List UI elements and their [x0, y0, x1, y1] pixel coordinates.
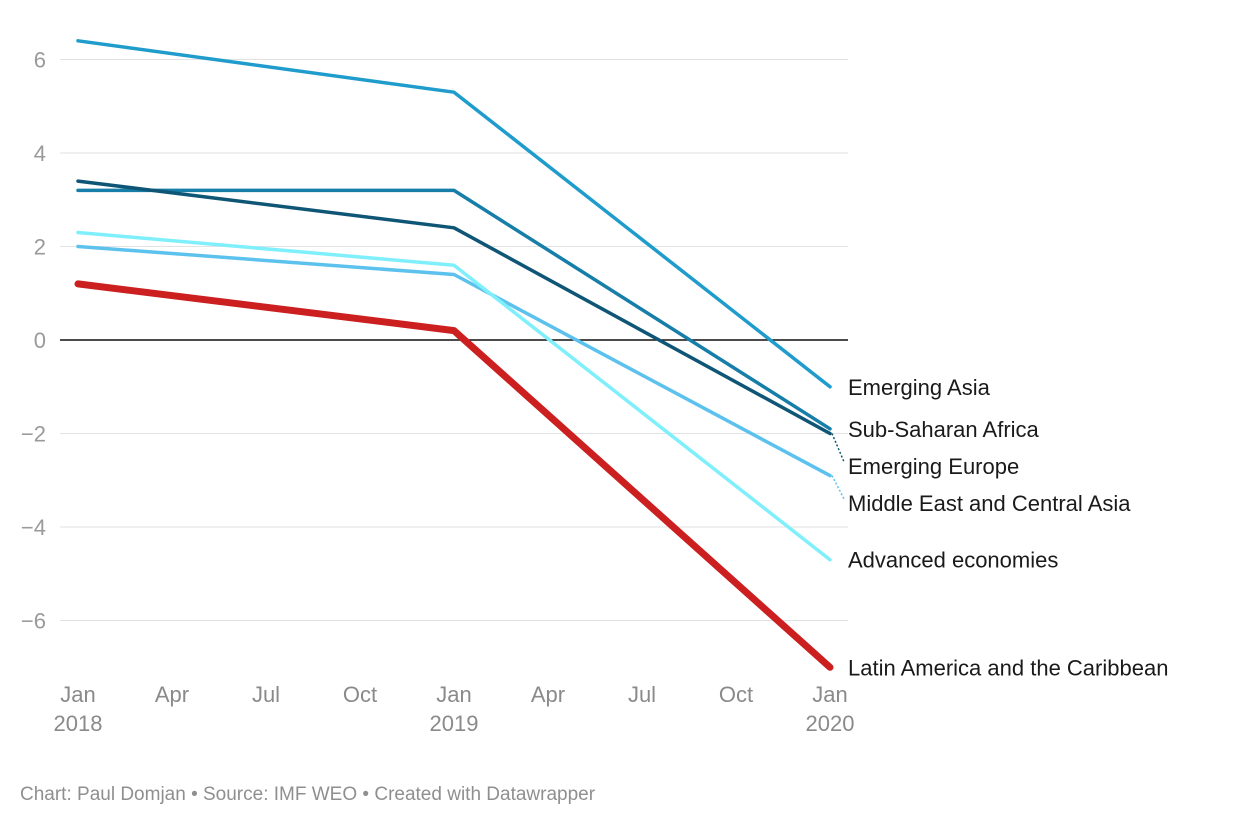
y-tick-label: 2: [34, 235, 46, 260]
y-axis-ticks: 6 4 2 0 −2 −4 −6: [21, 48, 46, 634]
x-axis-ticks: Jan 2018 Apr Jul Oct Jan 2019 Apr Jul Oct Jan 2020: [54, 682, 855, 736]
x-tick-label: Apr: [155, 682, 189, 707]
series-lines: [74, 39, 834, 671]
series-label-emerging-asia: Emerging Asia: [848, 375, 991, 400]
series-line-emerging-europe: [76, 179, 832, 436]
x-tick-year-label: 2020: [806, 711, 855, 736]
series-label-latin-america-and-the-caribbean: Latin America and the Caribbean: [848, 655, 1168, 680]
x-tick-label: Oct: [719, 682, 753, 707]
series-label-advanced-economies: Advanced economies: [848, 548, 1058, 573]
label-connector-emerging-europe: [831, 433, 845, 463]
x-tick-label: Jan: [436, 682, 471, 707]
x-tick-year-label: 2019: [430, 711, 479, 736]
series-line-advanced-economies: [76, 230, 832, 562]
y-tick-label: −6: [21, 609, 46, 634]
chart-footer: Chart: Paul Domjan • Source: IMF WEO • C…: [20, 784, 596, 805]
line-chart: 6 4 2 0 −2 −4 −6 Jan 2018 Apr Jul Oct Jan 2019 Apr Jul…: [21, 39, 1168, 736]
y-tick-label: 4: [34, 141, 46, 166]
series-line-emerging-asia: [76, 39, 832, 389]
y-tick-label: 6: [34, 48, 46, 73]
x-tick-label: Jul: [628, 682, 656, 707]
series-label-emerging-europe: Emerging Europe: [848, 454, 1019, 479]
x-tick-label: Oct: [343, 682, 377, 707]
series-label-sub-saharan-africa: Sub-Saharan Africa: [848, 417, 1040, 442]
series-label-middle-east-and-central-asia: Middle East and Central Asia: [848, 491, 1131, 516]
x-tick-label: Jul: [252, 682, 280, 707]
series-line-sub-saharan-africa: [76, 188, 832, 431]
y-tick-label: −4: [21, 515, 46, 540]
y-tick-label: −2: [21, 422, 46, 447]
x-tick-year-label: 2018: [54, 711, 103, 736]
series-labels: Emerging Asia Sub-Saharan Africa Emerging …: [831, 375, 1168, 680]
grid-lines: [60, 59, 848, 621]
label-connector-middle-east-and-central-asia: [831, 475, 845, 500]
series-line-latin-america-and-the-caribbean: [74, 280, 834, 671]
x-tick-label: Apr: [531, 682, 565, 707]
series-line-middle-east-and-central-asia: [76, 244, 832, 478]
x-tick-label: Jan: [812, 682, 847, 707]
x-tick-label: Jan: [60, 682, 95, 707]
y-tick-label: 0: [34, 328, 46, 353]
